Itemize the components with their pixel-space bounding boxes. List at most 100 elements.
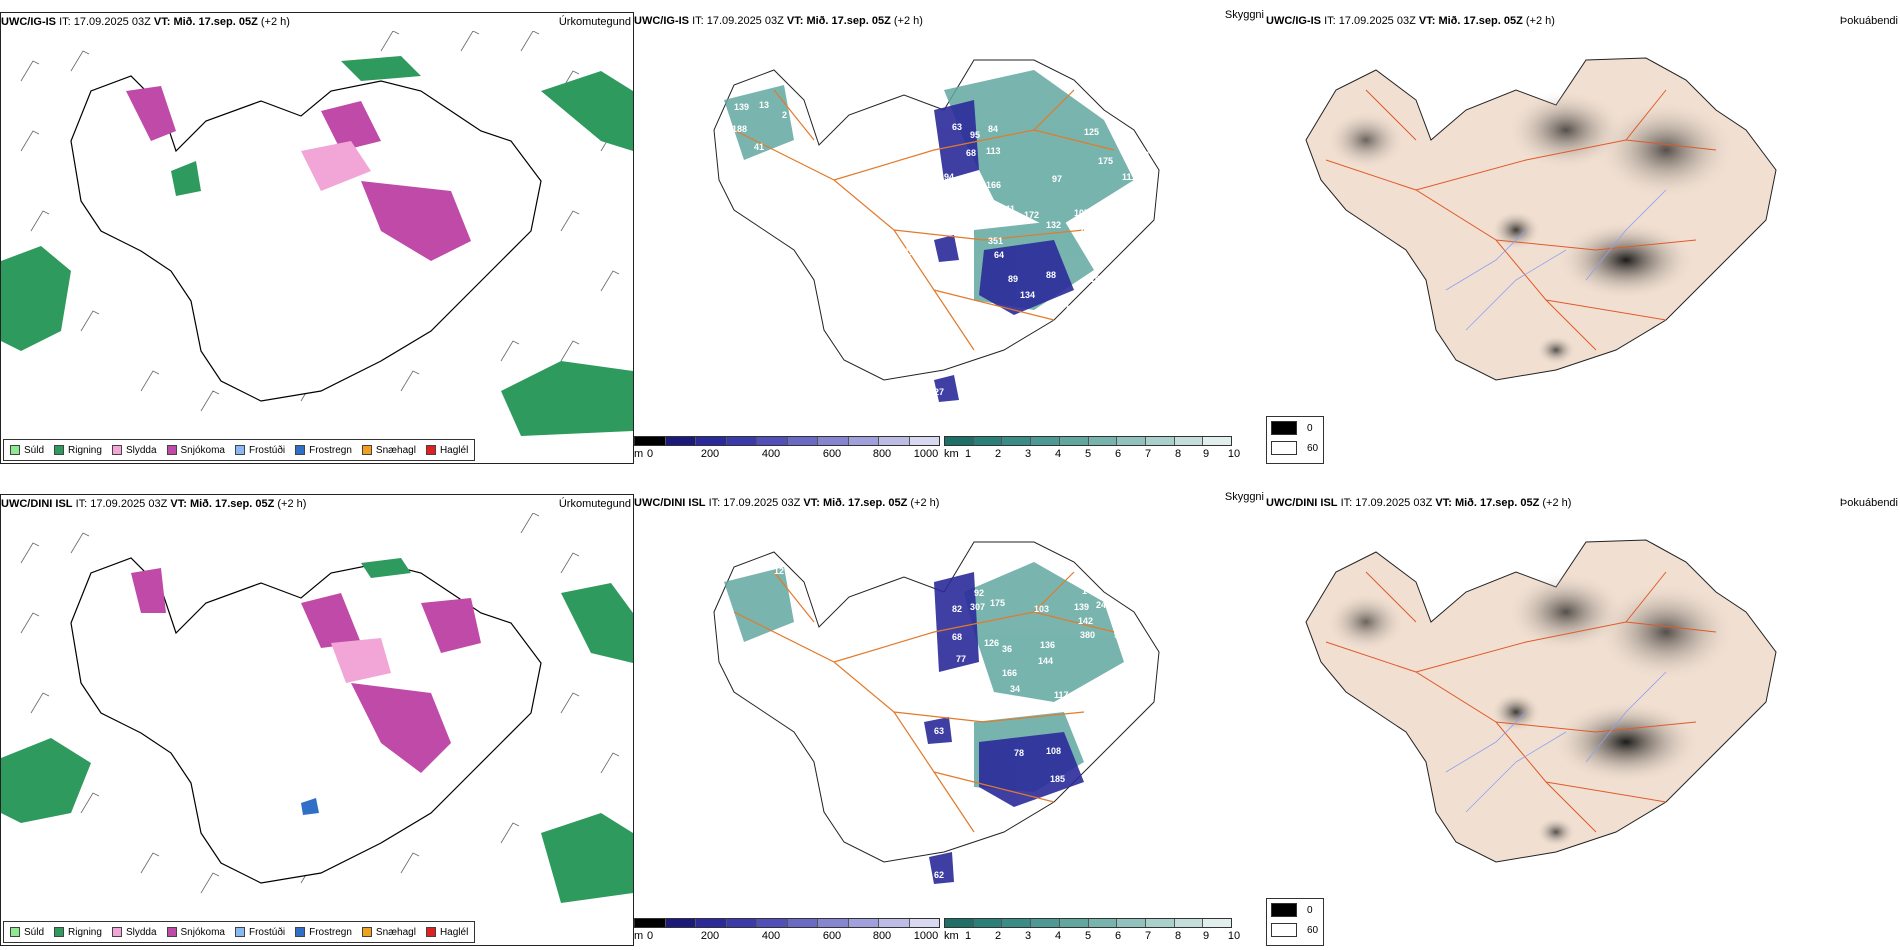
ceiling-label: 71 xyxy=(1080,224,1090,234)
ceiling-label: 166 xyxy=(1002,668,1017,678)
legend-swatch xyxy=(111,445,122,455)
ceiling-label: 89 xyxy=(1008,274,1018,284)
fog-value: 0 xyxy=(1307,422,1313,434)
legend-label: Slydda xyxy=(125,926,157,938)
legend-swatch xyxy=(10,445,20,455)
iceland-coastline xyxy=(70,75,542,402)
it-label: IT: xyxy=(1340,497,1353,509)
model-name: UWC/DINI ISL xyxy=(1,498,73,510)
fog-swatch xyxy=(1271,421,1297,435)
visibility-tick: 10 xyxy=(1227,448,1241,460)
vt-label: VT: xyxy=(153,16,171,28)
ceiling-tick: 200 xyxy=(700,930,720,942)
ceiling-label: 36 xyxy=(1002,644,1012,654)
ceiling-label: 132 xyxy=(1046,220,1061,230)
ceiling-label: 70 xyxy=(1084,748,1094,758)
legend-item: Frostúði xyxy=(234,444,286,456)
legend-label: Snjókoma xyxy=(180,444,225,456)
ceiling-label: 53 xyxy=(950,202,960,212)
ceiling-label: 139 xyxy=(734,102,749,112)
road-network xyxy=(733,571,1115,833)
legend-label: Snjókoma xyxy=(180,926,225,938)
ceiling-label: 111 xyxy=(1122,172,1136,182)
ceiling-label: 78 xyxy=(1014,748,1024,758)
ceiling-tick: 0 xyxy=(646,930,654,942)
legend-label: Snæhagl xyxy=(375,926,416,938)
legend-swatch xyxy=(425,927,436,937)
legend-label: Frostúði xyxy=(248,444,286,456)
legend-item: Rigning xyxy=(54,445,102,456)
ceiling-visibility-map: 139 13 188 41 2 63 95 84 68 113 125 155 … xyxy=(713,59,1160,402)
ceiling-label: 62 xyxy=(934,870,944,880)
fog-legend: 0 60 xyxy=(1266,416,1324,464)
ceiling-label: 64 xyxy=(994,250,1004,260)
it-label: IT: xyxy=(75,498,88,510)
vt-value: Mið. 17.sep. 05Z xyxy=(173,16,258,28)
it-value: 17.09.2025 03Z xyxy=(1338,15,1416,27)
legend-item: Slydda xyxy=(111,926,157,938)
panel-top-fog: UWC/IG-IS IT: 17.09.2025 03Z VT: Mið. 17… xyxy=(1266,12,1900,464)
ceiling-colorbar: m 0 200 400 600 800 1000 xyxy=(634,918,944,944)
fog-swatch xyxy=(1271,923,1297,937)
fog-map xyxy=(1305,539,1777,863)
ceiling-label: 107 xyxy=(1074,208,1089,218)
ceiling-colorbar-bar xyxy=(634,436,940,446)
fog-legend-row: 0 xyxy=(1271,421,1313,435)
parameter-title: Þokuábendi xyxy=(1839,15,1898,27)
fog-value: 60 xyxy=(1307,442,1319,454)
visibility-tick: 8 xyxy=(1174,930,1182,942)
visibility-tick: 6 xyxy=(1114,930,1122,942)
legend-label: Frostregn xyxy=(309,444,352,456)
model-name: UWC/IG-IS xyxy=(1266,15,1321,27)
ceiling-label: 136 xyxy=(1040,640,1055,650)
visibility-tick: 5 xyxy=(1084,930,1092,942)
legend-item: Frostregn xyxy=(295,445,352,456)
ceiling-label: 117 xyxy=(1054,690,1069,700)
legend-item: Rigning xyxy=(54,927,102,938)
parameter-title: Úrkomutegund xyxy=(558,16,631,28)
panel-top-cloud: UWC/IG-IS IT: 17.09.2025 03Z VT: Mið. 17… xyxy=(634,9,1266,464)
ceiling-label: 84 xyxy=(988,124,998,134)
panel-bottom-precip: UWC/DINI ISL IT: 17.09.2025 03Z VT: Mið.… xyxy=(0,494,634,946)
legend-label: Súld xyxy=(24,444,45,456)
ceiling-label: 172 xyxy=(1024,210,1039,220)
vt-label: VT: xyxy=(803,497,820,509)
ceiling-visibility-map: 71 12 82 92 307 175 103 148 139 240 142 … xyxy=(713,541,1160,884)
it-value: 17.09.2025 03Z xyxy=(1355,497,1433,509)
lead-time: (+2 h) xyxy=(260,16,290,28)
visibility-tick: 8 xyxy=(1174,448,1182,460)
fog-map xyxy=(1305,57,1777,381)
ceiling-label: 139 xyxy=(966,180,981,190)
legend-label: Súld xyxy=(24,926,45,938)
ceiling-labels: 139 13 188 41 2 63 95 84 68 113 125 155 … xyxy=(732,100,1149,397)
legend-label: Rigning xyxy=(68,926,102,938)
it-value: 17.09.2025 03Z xyxy=(723,497,801,509)
road-network xyxy=(1325,89,1717,351)
fog-index-areas xyxy=(1326,90,1736,365)
legend-label: Haglél xyxy=(439,926,469,938)
legend-swatch xyxy=(54,927,65,937)
visibility-tick: 9 xyxy=(1202,448,1210,460)
legend-swatch xyxy=(361,445,372,455)
legend-swatch xyxy=(425,445,436,455)
parameter-title: Skyggni xyxy=(1224,491,1264,503)
fog-legend-row: 0 xyxy=(1271,903,1313,917)
vt-value: Mið. 17.sep. 05Z xyxy=(822,497,908,509)
ceiling-label: 99 xyxy=(784,222,794,232)
vt-value: Mið. 17.sep. 05Z xyxy=(189,498,275,510)
ceiling-tick: 800 xyxy=(872,448,892,460)
precip-areas xyxy=(1,558,633,903)
vt-label: VT: xyxy=(786,15,804,27)
panel-header: UWC/DINI ISL IT: 17.09.2025 03Z VT: Mið.… xyxy=(1,495,633,513)
fog-value: 60 xyxy=(1307,924,1319,936)
ceiling-label: 35 xyxy=(1140,648,1150,658)
legend-label: Frostúði xyxy=(248,926,286,938)
ceiling-tick: 400 xyxy=(761,930,781,942)
fog-swatch xyxy=(1271,903,1297,917)
legend-item: Snjókoma xyxy=(166,444,225,456)
fog-index-areas xyxy=(1326,572,1736,847)
ceiling-label: 380 xyxy=(1080,630,1095,640)
vt-value: Mið. 17.sep. 05Z xyxy=(1438,15,1523,27)
ceiling-label: 166 xyxy=(986,180,1001,190)
precip-type-legend: Súld Rigning Slydda Snjókoma Frostúði Fr… xyxy=(3,921,476,943)
